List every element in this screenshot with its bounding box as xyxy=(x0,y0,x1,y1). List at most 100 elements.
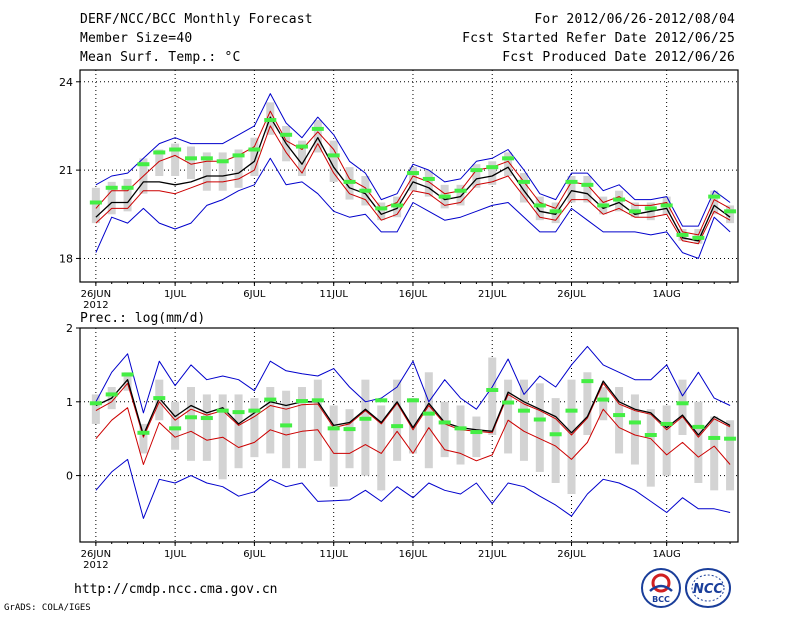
temperature-mean-marker xyxy=(184,156,197,161)
precipitation-box xyxy=(726,420,735,491)
chart-title: DERF/NCC/BCC Monthly Forecast xyxy=(80,12,313,27)
precipitation-box xyxy=(345,409,354,469)
precipitation-box xyxy=(488,357,497,435)
precipitation-mean-marker xyxy=(724,436,737,441)
temperature-box xyxy=(504,152,513,176)
precipitation-box xyxy=(567,379,576,495)
precipitation-mean-marker xyxy=(470,430,483,435)
temp-median-line xyxy=(95,116,731,242)
temperature-mean-marker xyxy=(89,200,102,205)
temperature-box xyxy=(456,184,465,206)
temperature-xtick-label: 26JUN xyxy=(81,289,111,300)
temperature-box xyxy=(567,176,576,203)
ncc-logo-text: NCC xyxy=(693,582,723,597)
temp-max-line xyxy=(95,93,731,227)
temperature-mean-marker xyxy=(613,197,626,202)
precipitation-box xyxy=(599,387,608,421)
temperature-mean-marker xyxy=(597,203,610,208)
forecast-produced-date: Fcst Produced Date 2012/06/26 xyxy=(502,50,735,65)
precipitation-box xyxy=(535,383,544,472)
precipitation-mean-marker xyxy=(184,415,197,420)
precipitation-box xyxy=(630,394,639,465)
precipitation-mean-marker xyxy=(692,424,705,429)
prec-min-line xyxy=(95,458,731,519)
temperature-box xyxy=(123,178,132,212)
source-url[interactable]: http://cmdp.ncc.cma.gov.cn xyxy=(74,582,278,597)
precipitation-mean-marker xyxy=(708,435,721,440)
precipitation-mean-marker xyxy=(153,396,166,401)
prec-lower-line xyxy=(95,382,731,438)
precipitation-mean-marker xyxy=(676,401,689,406)
precipitation-xtick-year: 2012 xyxy=(83,560,108,571)
temperature-mean-marker xyxy=(327,153,340,158)
precipitation-box xyxy=(440,401,449,458)
precipitation-mean-marker xyxy=(295,399,308,404)
temperature-mean-marker xyxy=(280,132,293,137)
temperature-mean-marker xyxy=(438,194,451,199)
temperature-mean-marker xyxy=(692,235,705,240)
precipitation-box xyxy=(91,394,100,424)
temperature-xtick-label: 1JUL xyxy=(164,289,187,300)
precipitation-box xyxy=(171,401,180,450)
precipitation-mean-marker xyxy=(628,420,641,425)
precipitation-box xyxy=(424,372,433,469)
temperature-xtick-year: 2012 xyxy=(83,300,108,311)
precipitation-box xyxy=(662,405,671,476)
forecast-period: For 2012/06/26-2012/08/04 xyxy=(534,12,735,27)
temperature-ytick-label: 21 xyxy=(59,164,73,177)
temperature-mean-marker xyxy=(248,147,261,152)
temperature-box xyxy=(155,149,164,176)
temperature-box xyxy=(710,190,719,215)
temperature-box xyxy=(234,149,243,188)
temperature-mean-marker xyxy=(264,118,277,123)
precipitation-xtick-label: 6JUL xyxy=(243,549,266,560)
temperature-mean-marker xyxy=(137,162,150,167)
precipitation-mean-marker xyxy=(137,430,150,435)
prec-max-line xyxy=(95,345,731,414)
temperature-box xyxy=(408,167,417,191)
precipitation-box xyxy=(694,401,703,483)
precipitation-mean-marker xyxy=(486,387,499,392)
precipitation-box xyxy=(583,372,592,435)
temperature-mean-marker xyxy=(391,203,404,208)
temperature-box xyxy=(297,140,306,176)
temperature-mean-marker xyxy=(581,182,594,187)
temperature-xtick-label: 21JUL xyxy=(478,289,507,300)
precipitation-box xyxy=(202,394,211,461)
temperature-mean-marker xyxy=(724,209,737,214)
temperature-mean-marker xyxy=(200,156,213,161)
bcc-logo: BCC xyxy=(641,568,681,608)
temperature-ytick-label: 18 xyxy=(59,252,73,265)
temperature-mean-marker xyxy=(628,209,641,214)
precipitation-box xyxy=(408,398,417,454)
forecast-start-date: Fcst Started Refer Date 2012/06/25 xyxy=(462,31,735,46)
precipitation-ytick-label: 1 xyxy=(66,396,73,409)
temperature-mean-marker xyxy=(533,203,546,208)
temperature-box xyxy=(488,161,497,185)
precipitation-mean-marker xyxy=(517,408,530,413)
temperature-mean-marker xyxy=(359,188,372,193)
precipitation-mean-marker xyxy=(327,426,340,431)
temperature-xtick-label: 1AUG xyxy=(653,289,681,300)
temperature-box xyxy=(535,196,544,221)
temperature-mean-marker xyxy=(565,179,578,184)
precipitation-box xyxy=(472,416,481,458)
precipitation-box xyxy=(282,390,291,469)
temperature-mean-marker xyxy=(454,188,467,193)
precipitation-mean-marker xyxy=(264,397,277,402)
temperature-box xyxy=(329,140,338,182)
temperature-mean-marker xyxy=(676,232,689,237)
temperature-xtick-label: 16JUL xyxy=(399,289,428,300)
temperature-box xyxy=(202,152,211,191)
precipitation-mean-marker xyxy=(216,408,229,413)
precipitation-box xyxy=(456,405,465,465)
precipitation-mean-marker xyxy=(502,400,515,405)
temperature-box xyxy=(377,202,386,221)
precipitation-mean-marker xyxy=(613,413,626,418)
precip-label: Prec.: log(mm/d) xyxy=(80,311,205,326)
precipitation-box xyxy=(615,387,624,454)
precipitation-box xyxy=(519,379,528,461)
precipitation-mean-marker xyxy=(105,392,118,397)
